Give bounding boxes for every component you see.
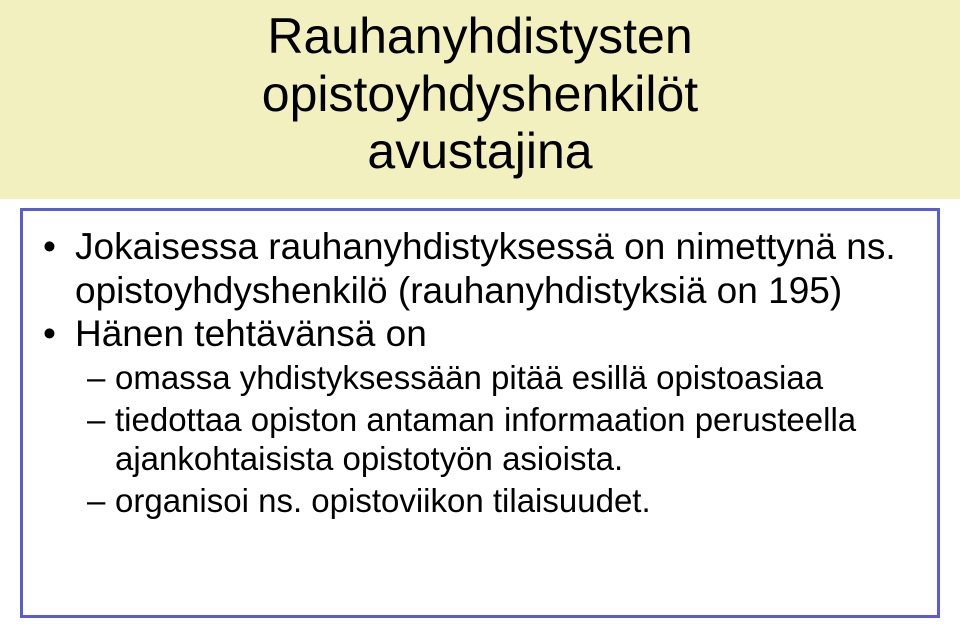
title-line-2: opistoyhdyshenkilöt bbox=[0, 66, 960, 124]
content-box: Jokaisessa rauhanyhdistyksessä on nimett… bbox=[20, 208, 940, 618]
title-band: Rauhanyhdistysten opistoyhdyshenkilöt av… bbox=[0, 0, 960, 199]
list-item: Hänen tehtävänsä on bbox=[41, 312, 919, 356]
slide: Rauhanyhdistysten opistoyhdyshenkilöt av… bbox=[0, 0, 960, 642]
list-item: omassa yhdistyksessään pitää esillä opis… bbox=[41, 358, 919, 398]
title-line-1: Rauhanyhdistysten bbox=[0, 8, 960, 66]
bullet-list: Jokaisessa rauhanyhdistyksessä on nimett… bbox=[41, 225, 919, 520]
list-item: tiedottaa opiston antaman informaation p… bbox=[41, 400, 919, 479]
list-item: organisoi ns. opistoviikon tilaisuudet. bbox=[41, 481, 919, 521]
list-item: Jokaisessa rauhanyhdistyksessä on nimett… bbox=[41, 225, 919, 312]
title-line-3: avustajina bbox=[0, 123, 960, 181]
